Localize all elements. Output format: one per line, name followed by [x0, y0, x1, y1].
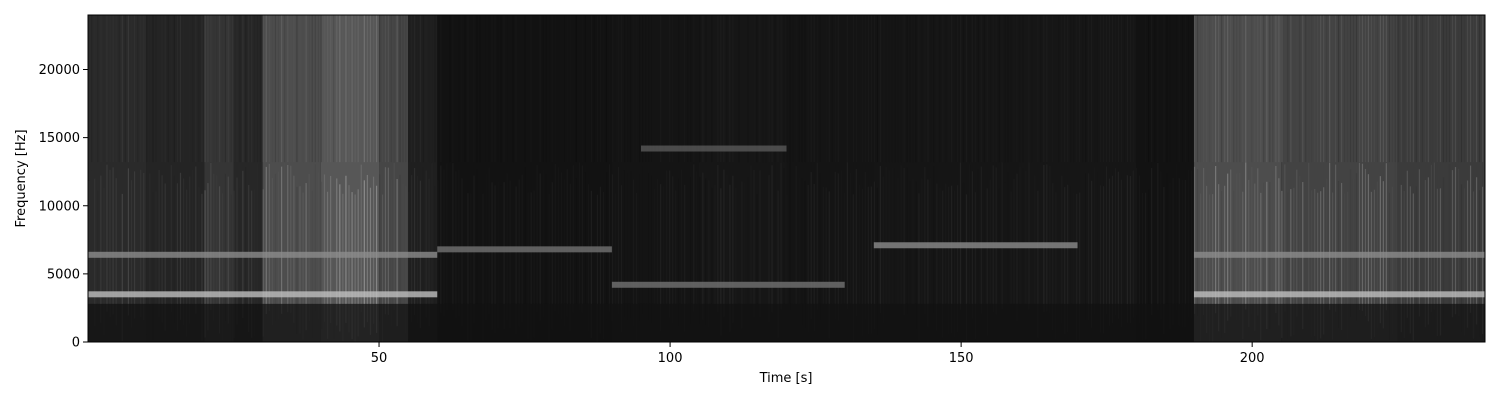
harmonic-band: [88, 251, 438, 258]
spectrogram-segment: [320, 15, 380, 342]
y-tick-label: 20000: [39, 63, 80, 78]
spectrogram-segment: [88, 15, 147, 342]
y-tick-label: 10000: [39, 199, 80, 214]
spectrogram-segment: [1019, 15, 1136, 342]
spectrogram-segment: [146, 15, 205, 342]
harmonic-band: [1193, 291, 1485, 298]
spectrogram-segment: [233, 15, 263, 342]
spectrogram-segment: [408, 15, 438, 342]
x-tick-label: 200: [1240, 351, 1265, 366]
spectrogram-segment: [873, 15, 1020, 342]
y-tick-label: 15000: [39, 131, 80, 146]
y-axis-label: Frequency [Hz]: [14, 129, 29, 227]
x-axis: 50 100 150 200: [371, 342, 1265, 366]
plot-area: [88, 15, 1485, 342]
spectrogram-segment: [1135, 15, 1194, 342]
x-tick-label: 100: [658, 351, 683, 366]
spectrogram-segment: [204, 15, 234, 342]
spectrogram-segment: [262, 15, 321, 342]
x-tick-label: 150: [949, 351, 974, 366]
y-tick-label: 5000: [47, 267, 80, 282]
spectrogram-segment: [437, 15, 612, 342]
harmonic-band: [873, 242, 1078, 249]
plot-frame: [87, 14, 1486, 343]
x-tick-label: 50: [371, 351, 388, 366]
y-axis: 0 5000 10000 15000 20000: [39, 63, 88, 351]
harmonic-band: [640, 145, 787, 152]
spectrogram-segment: [699, 15, 787, 342]
harmonic-band: [88, 291, 438, 298]
y-tick-label: 0: [72, 336, 80, 351]
harmonic-band: [611, 281, 845, 288]
x-axis-label: Time [s]: [759, 371, 813, 386]
harmonic-band: [1193, 251, 1485, 258]
spectrogram-segment: [786, 15, 874, 342]
low-frequency-floor: [88, 303, 1485, 342]
spectrogram-segment: [611, 15, 700, 342]
spectrogram-segment: [1281, 15, 1398, 342]
harmonic-band: [437, 246, 612, 253]
